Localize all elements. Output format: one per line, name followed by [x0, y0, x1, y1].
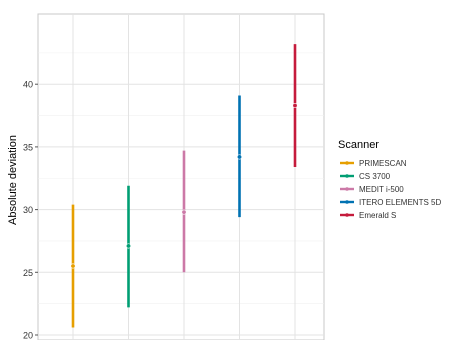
mean-point	[292, 103, 298, 109]
y-axis-title: Absolute deviation	[7, 135, 19, 225]
legend-title: Scanner	[338, 139, 379, 151]
mean-point	[181, 209, 187, 215]
y-tick-label: 20	[23, 330, 33, 340]
legend-key-point	[345, 200, 349, 204]
y-tick-label: 25	[23, 268, 33, 278]
legend-key-point	[345, 174, 349, 178]
mean-point	[126, 243, 132, 249]
legend-key-point	[345, 213, 349, 217]
legend-label: PRIMESCAN	[359, 159, 407, 168]
legend-key-point	[345, 161, 349, 165]
legend-label: MEDIT i-500	[359, 185, 404, 194]
legend-label: ITERO ELEMENTS 5D	[359, 198, 441, 207]
legend-label: CS 3700	[359, 172, 391, 181]
y-axis-ticks: 20 25 30 35 40	[23, 80, 38, 340]
legend-label: Emerald S	[359, 211, 396, 220]
error-bars	[70, 44, 298, 328]
y-tick-label: 30	[23, 205, 33, 215]
plot-panel	[37, 13, 325, 340]
legend-key-point	[345, 187, 349, 191]
y-tick-label: 35	[23, 142, 33, 152]
legend: Scanner PRIMESCAN CS 3700 MEDIT i-500 ITERO…	[338, 139, 441, 220]
legend-items: PRIMESCAN CS 3700 MEDIT i-500 ITERO ELEMENT…	[340, 159, 441, 220]
mean-point	[237, 154, 243, 160]
y-tick-label: 40	[23, 80, 33, 90]
mean-point	[70, 263, 76, 269]
